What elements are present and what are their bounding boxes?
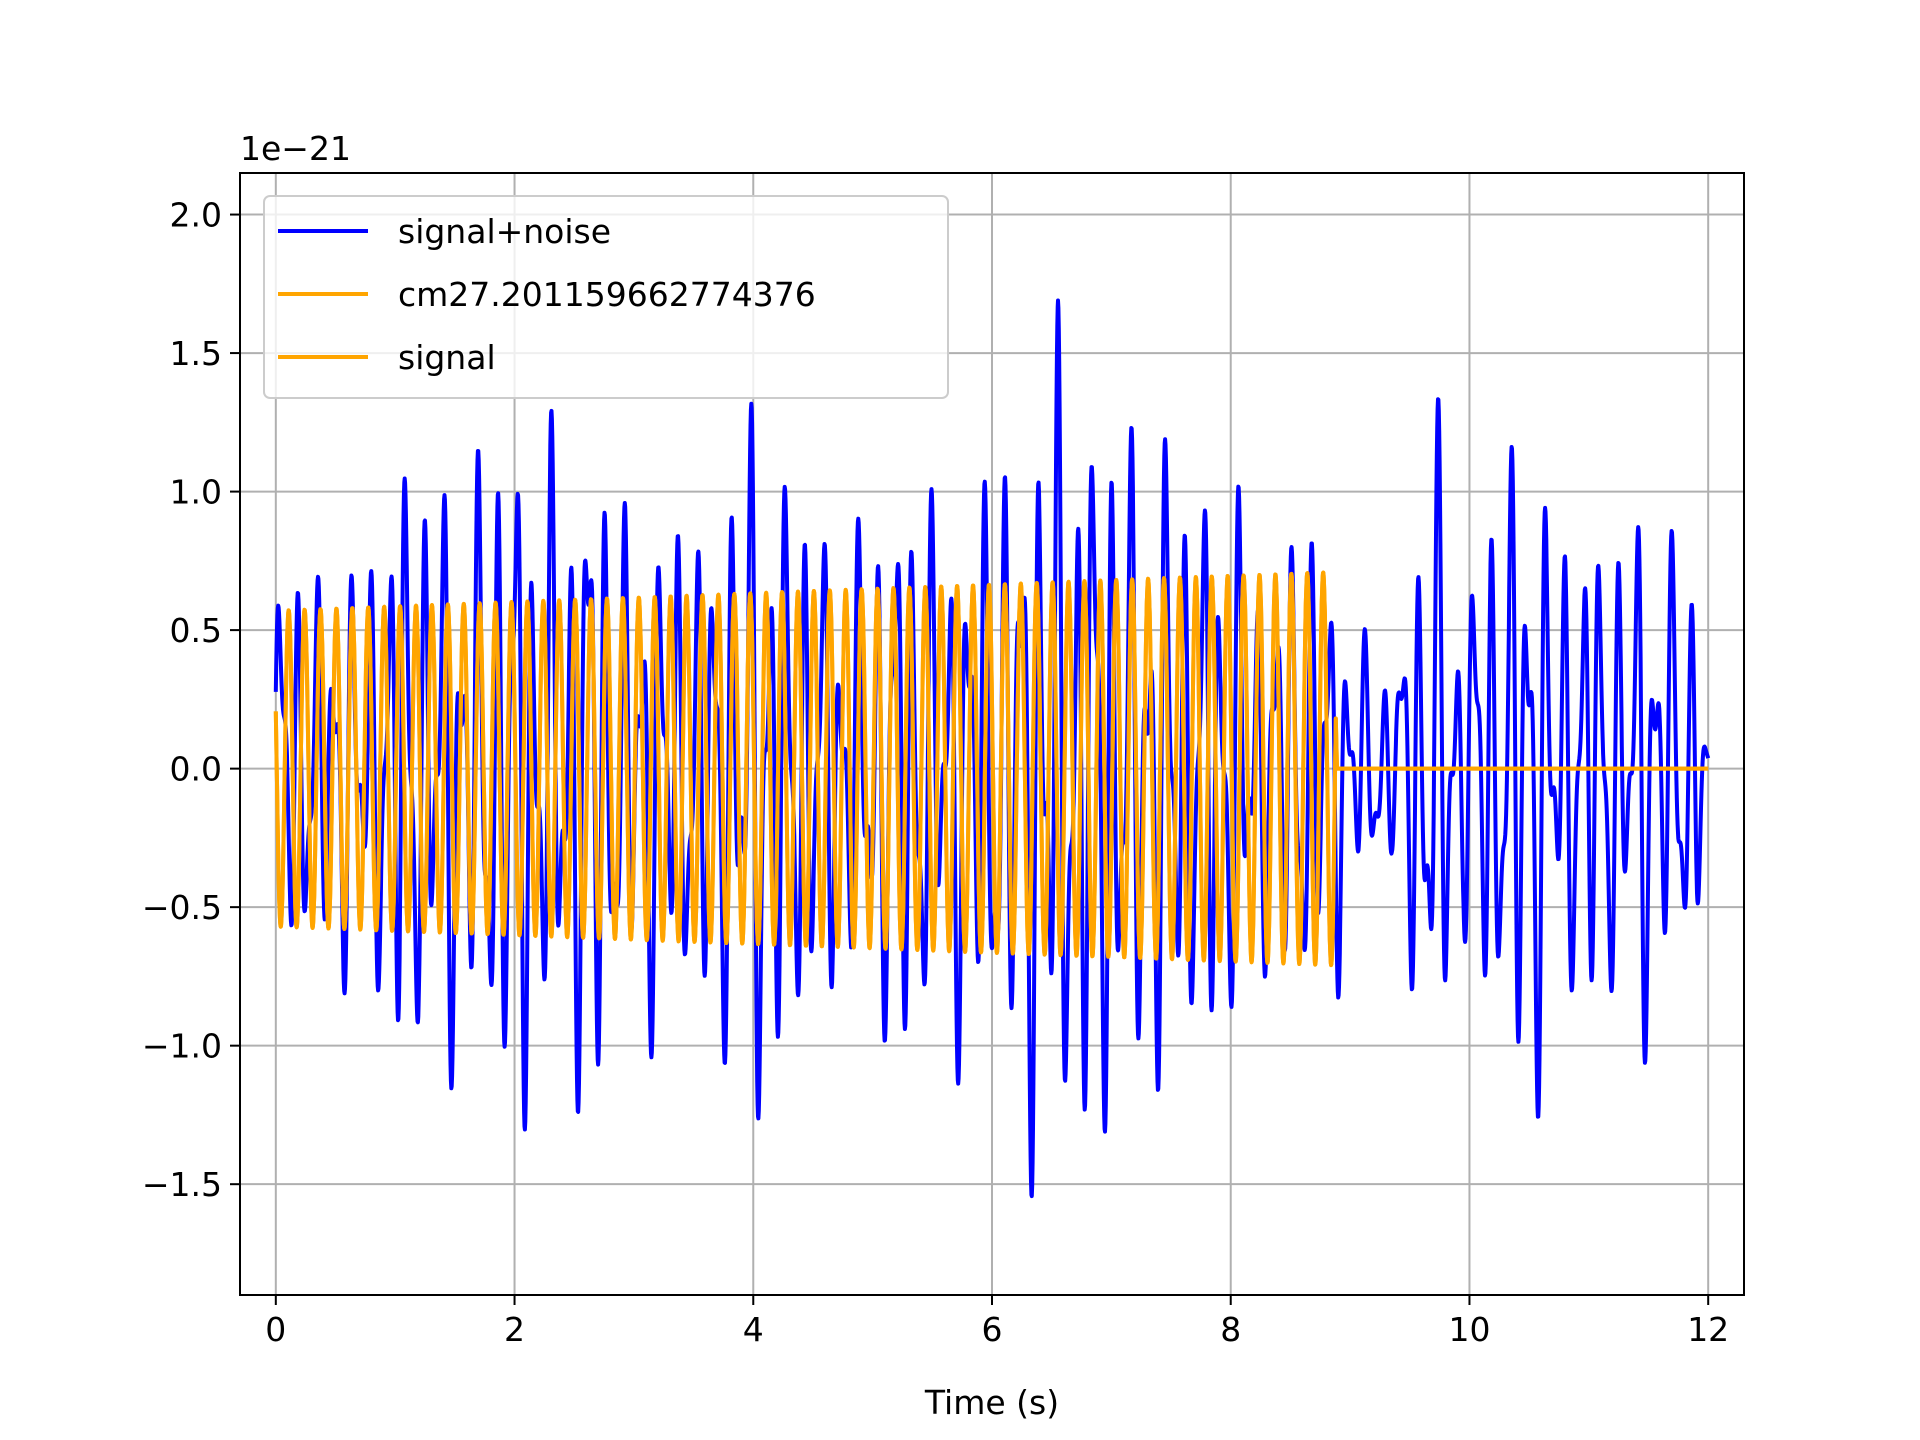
legend-box (263, 195, 949, 399)
legend-label-signal: signal (398, 338, 496, 377)
x-tick-label: 0 (265, 1310, 286, 1349)
x-tick-label: 2 (504, 1310, 525, 1349)
y-tick-label: 2.0 (170, 196, 222, 235)
legend: signal+noise cm27.201159662774376 signal (263, 195, 949, 399)
y-tick-label: −1.5 (142, 1165, 222, 1204)
y-tick-label: 0.0 (170, 750, 222, 789)
legend-label-signal-noise: signal+noise (398, 212, 611, 251)
ticks: 0 2 4 6 8 10 12 −1.5 −1.0 −0.5 0.0 0.5 1.0 1.5 2.0 (142, 196, 1729, 1349)
y-offset-text: 1e−21 (240, 129, 351, 168)
x-tick-label: 8 (1220, 1310, 1241, 1349)
series-signal (273, 570, 1709, 968)
series-signal-noise (273, 298, 1711, 1199)
x-tick-label: 6 (982, 1310, 1003, 1349)
y-tick-label: 1.0 (170, 473, 222, 512)
x-tick-label: 10 (1448, 1310, 1490, 1349)
y-tick-label: 1.5 (170, 334, 222, 373)
x-tick-label: 12 (1687, 1310, 1729, 1349)
y-tick-label: −0.5 (142, 888, 222, 927)
legend-label-cm: cm27.201159662774376 (398, 275, 816, 314)
y-tick-label: −1.0 (142, 1027, 222, 1066)
x-axis-label: Time (s) (924, 1383, 1059, 1422)
series-layer (273, 298, 1711, 1199)
y-tick-label: 0.5 (170, 611, 222, 650)
x-tick-label: 4 (743, 1310, 764, 1349)
